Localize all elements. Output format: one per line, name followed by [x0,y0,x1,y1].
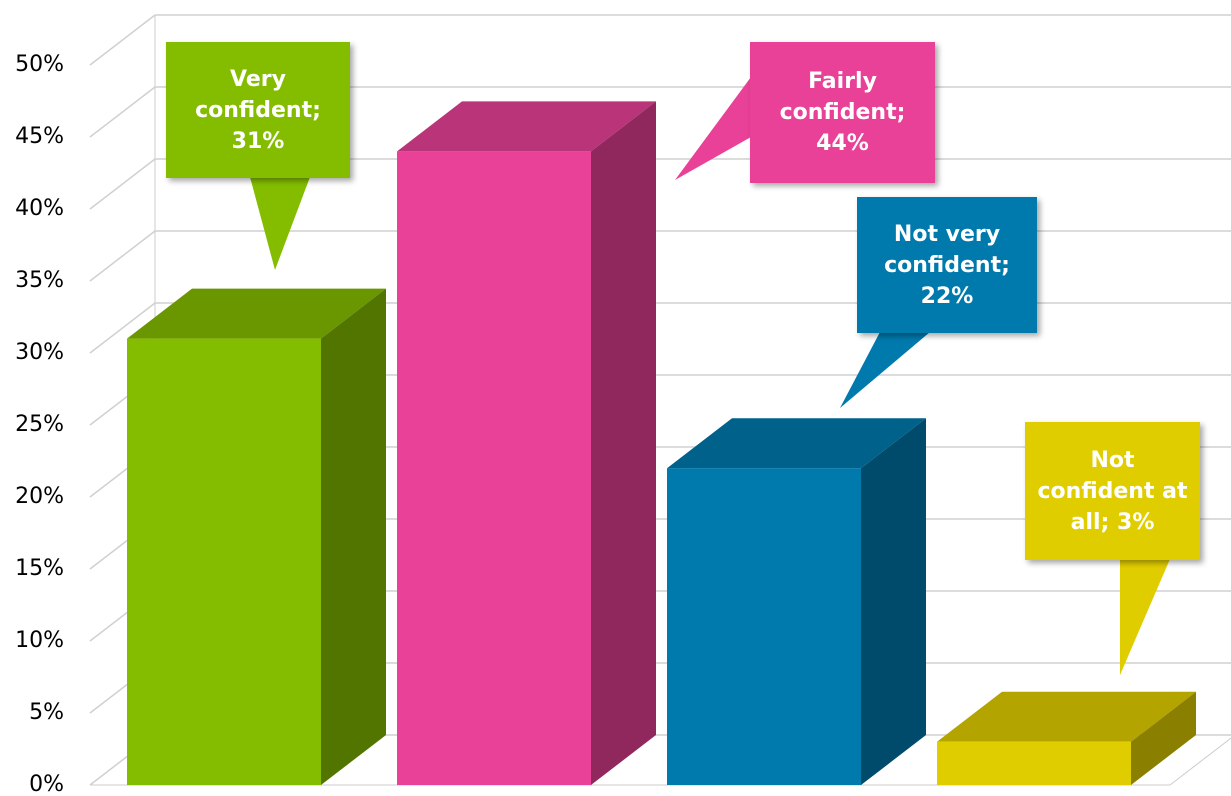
y-tick-label: 25% [15,412,64,437]
bar-top [667,418,926,469]
y-tick-label: 40% [15,196,64,221]
callout-box [166,42,350,178]
callout-pointer [250,177,310,270]
y-tick-label: 50% [15,52,64,77]
callout-box [857,197,1037,333]
y-tick-label: 5% [29,700,64,725]
data-label: Not very confident; 22% [884,221,1010,309]
y-tick-label: 0% [29,772,64,796]
data-label: Very confident; 31% [195,66,321,154]
callout-pointer [675,77,751,180]
bar [127,338,321,785]
bar [667,468,861,785]
y-tick-label: 15% [15,556,64,581]
y-tick-label: 45% [15,124,64,149]
callout-pointer [840,332,930,408]
bar-top [937,691,1196,742]
grid-line-side [89,302,156,354]
callout-pointer [1120,559,1170,675]
bar [397,151,591,785]
bar [937,741,1131,785]
grid-line-side [89,230,156,282]
callout-box [1025,422,1200,560]
data-label: Fairly confident; 44% [779,69,906,156]
bar-side [1131,691,1196,785]
grid-line-side [89,158,156,210]
data-label: Not confident at all; 3% [1037,447,1188,535]
bar-side [861,418,926,785]
grid-line-side [89,14,156,66]
bar-side [321,288,386,785]
floor-edge [1169,737,1231,786]
y-tick-label: 10% [15,628,64,653]
grid-line-side [89,86,156,138]
callout-box [750,42,935,183]
bar-top [397,101,656,152]
y-tick-label: 30% [15,340,64,365]
y-tick-label: 20% [15,484,64,509]
bar-top [127,288,386,339]
bar-side [591,101,656,785]
y-tick-label: 35% [15,268,64,293]
